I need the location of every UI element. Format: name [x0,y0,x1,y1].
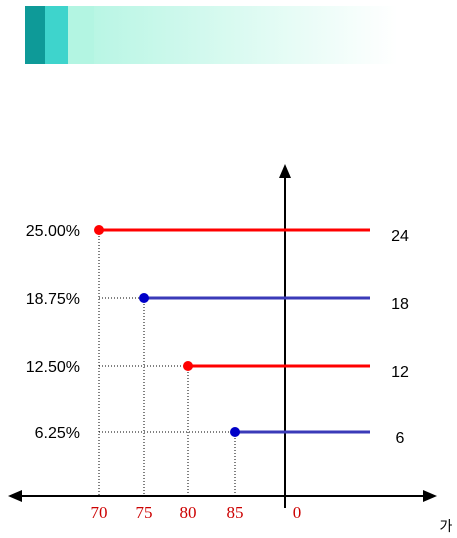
banner-mid-block [45,6,68,64]
right-label-18: 18 [391,296,409,313]
right-label-24: 24 [391,228,409,245]
start-point-6 [230,427,240,437]
header-banner [25,6,398,64]
left-label-1: 25.00% [26,223,80,240]
labels: 70 75 80 85 25.00% 24 18.75% 18 12.50% 12 6.25% 6 [26,223,409,522]
tick-label-75: 75 [136,503,153,522]
left-label-2: 18.75% [26,291,80,308]
start-point-12 [183,361,193,371]
left-label-4: 6.25% [35,425,80,442]
segments [94,225,370,437]
banner-light-block [68,6,94,64]
tick-label-80: 80 [180,503,197,522]
guide-lines [98,230,236,496]
right-label-12: 12 [391,364,409,381]
right-label-6: 6 [396,430,405,447]
x-axis-right-arrow [423,490,437,502]
axes [8,164,437,508]
left-label-3: 12.50% [26,359,80,376]
tick-label-70: 70 [91,503,108,522]
banner-fade [68,6,398,64]
banner-dark-block [25,6,45,64]
y-axis-arrow [279,164,291,178]
x-axis-name: 가 [440,519,453,535]
origin-label: 0 [293,503,302,522]
start-point-24 [94,225,104,235]
x-axis-left-arrow [8,490,22,502]
tick-label-85: 85 [227,503,244,522]
start-point-18 [139,293,149,303]
